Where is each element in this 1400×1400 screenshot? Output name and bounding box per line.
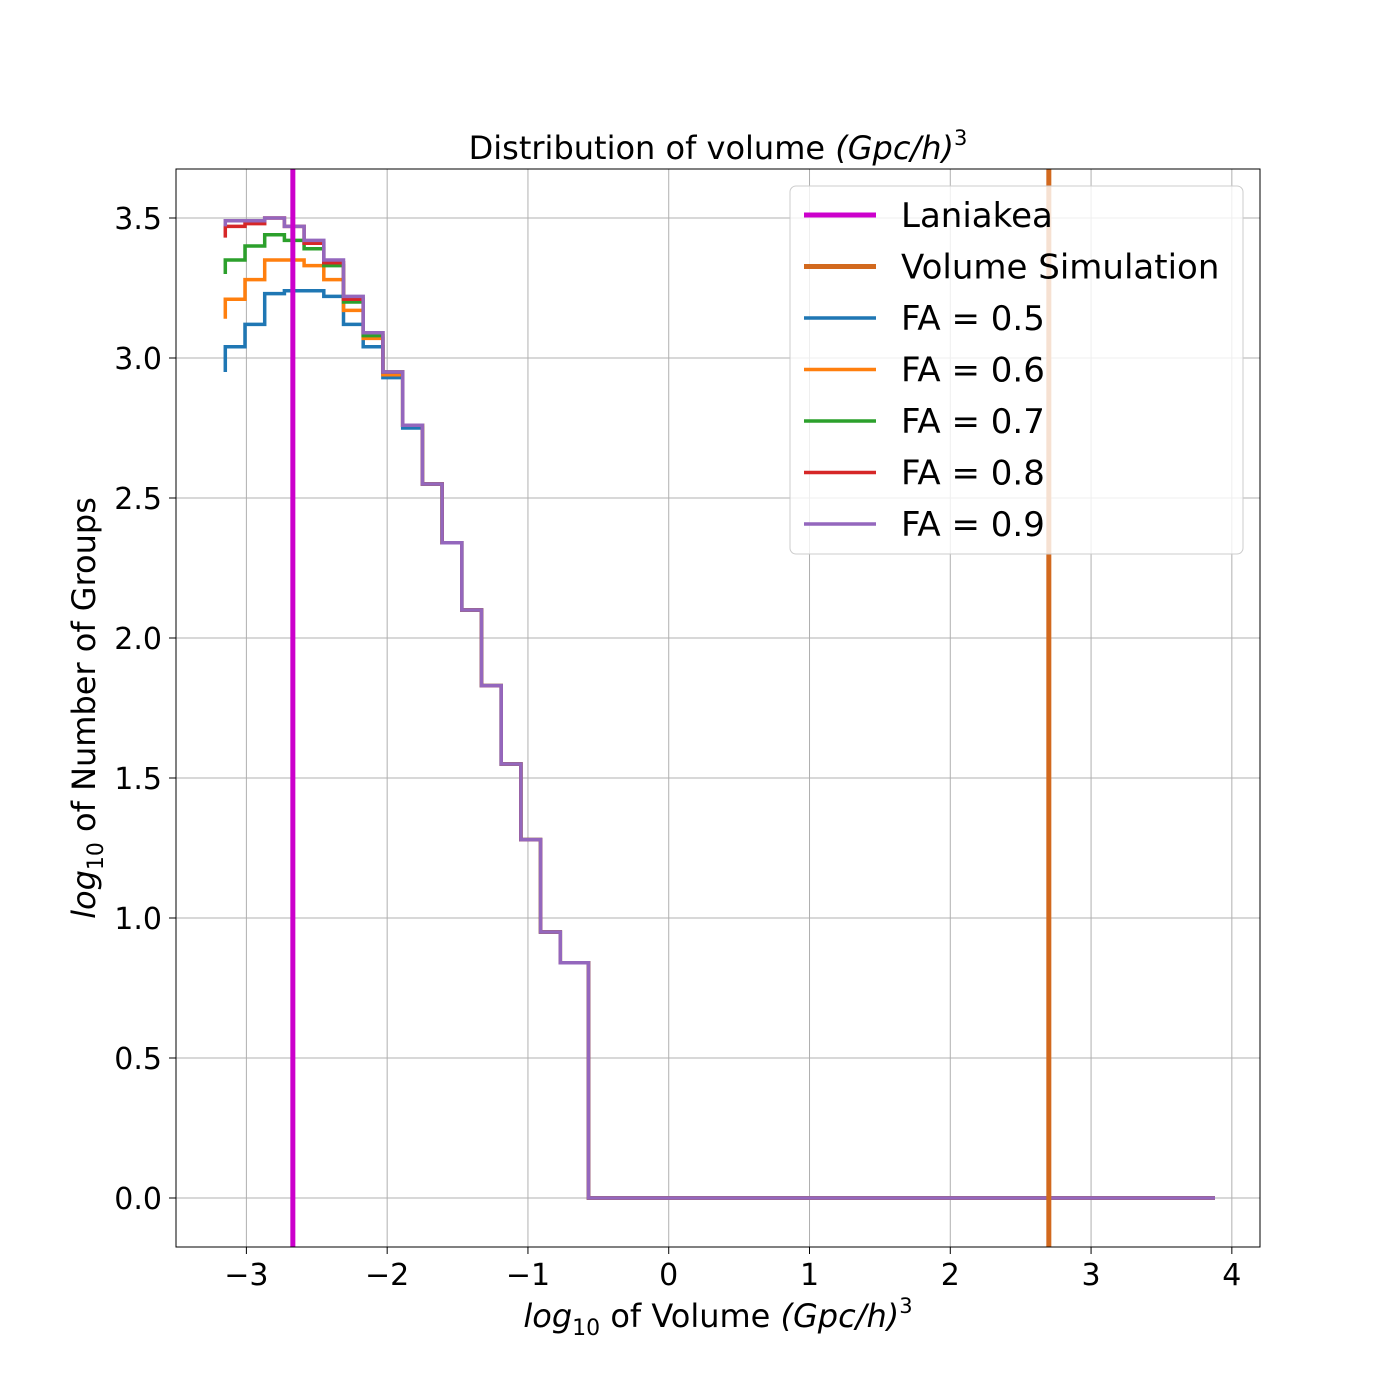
series-lines [223, 216, 1215, 1200]
x-tick-label: 1 [800, 1258, 819, 1293]
legend-label: FA = 0.6 [901, 351, 1045, 391]
y-gridlines [176, 217, 1260, 1199]
y-tick-label: 3.5 [114, 202, 162, 237]
x-tick-label: 3 [1082, 1258, 1101, 1293]
x-tick-label: 4 [1222, 1258, 1241, 1293]
legend-box [789, 185, 1244, 555]
y-tick-label: 1.0 [114, 902, 162, 937]
legend-label: FA = 0.7 [901, 402, 1045, 442]
x-tick-label: −2 [365, 1258, 409, 1293]
legend-label: FA = 0.5 [901, 299, 1045, 339]
chart-title: Distribution of volume (Gpc/h)3 [469, 126, 968, 167]
legend-label: FA = 0.9 [901, 505, 1045, 545]
x-tick-label: 0 [659, 1258, 678, 1293]
y-tick-label: 2.0 [114, 622, 162, 657]
y-tick-label: 1.5 [114, 762, 162, 797]
series-line-5 [223, 216, 1215, 1200]
y-axis-label: log10 of Number of Groups [65, 497, 109, 919]
legend-label: FA = 0.8 [901, 454, 1045, 494]
x-tick-label: −1 [506, 1258, 550, 1293]
legend-label: Volume Simulation [901, 248, 1219, 288]
legend-label: Laniakea [901, 196, 1053, 236]
x-tick-label: 2 [941, 1258, 960, 1293]
y-tick-label: 0.0 [114, 1182, 162, 1217]
y-axis: 0.0 0.5 1.0 1.5 2.0 2.5 3.0 3.5 [114, 202, 176, 1217]
x-axis-label: log10 of Volume (Gpc/h)3 [523, 1294, 912, 1341]
x-tick-label: −3 [224, 1258, 268, 1293]
y-tick-label: 3.0 [114, 342, 162, 377]
y-tick-label: 0.5 [114, 1042, 162, 1077]
legend: Laniakea Volume Simulation FA = 0.5 FA = 0.… [789, 185, 1244, 555]
y-tick-label: 2.5 [114, 482, 162, 517]
legend-items: Laniakea Volume Simulation FA = 0.5 FA = 0.… [804, 196, 1219, 545]
x-axis: −3 −2 −1 0 1 2 3 4 [224, 1247, 1241, 1293]
plot-frame [175, 168, 1261, 1248]
plot-area [175, 168, 1261, 1248]
